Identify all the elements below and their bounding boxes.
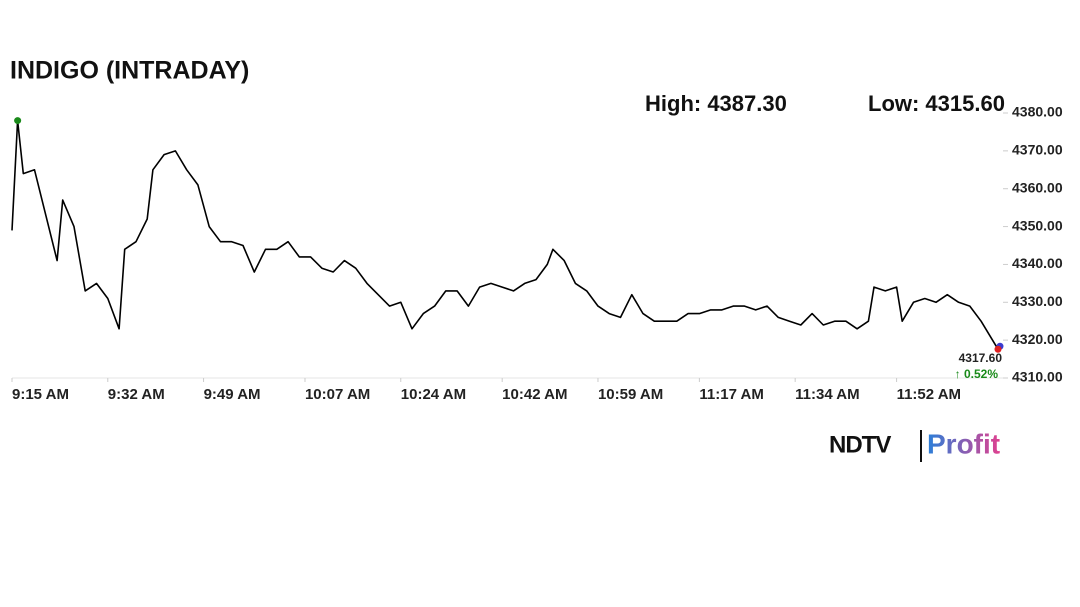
x-tick-label: 10:42 AM [502, 386, 567, 403]
y-tick-label: 4310.00 [1012, 369, 1063, 385]
y-tick-label: 4360.00 [1012, 179, 1063, 195]
high-label: High: 4387.30 [645, 91, 787, 116]
x-tick-label: 9:15 AM [12, 386, 69, 403]
change-label: ↑ 0.52% [955, 367, 999, 381]
y-tick-label: 4370.00 [1012, 142, 1063, 158]
x-tick-label: 9:49 AM [204, 386, 261, 403]
low-label: Low: 4315.60 [868, 91, 1005, 116]
chart-title: INDIGO (INTRADAY) [10, 57, 249, 85]
brand-name: NDTV [829, 431, 891, 458]
start-marker [14, 117, 22, 125]
x-tick-label: 11:34 AM [795, 386, 859, 403]
x-tick-label: 10:24 AM [401, 386, 466, 403]
end-value-label: 4317.60 [959, 351, 1003, 365]
x-tick-label: 10:59 AM [598, 386, 663, 403]
end-marker [994, 345, 1002, 353]
brand-product: Profit [927, 428, 1000, 459]
x-tick-label: 9:32 AM [108, 386, 165, 403]
y-tick-label: 4330.00 [1012, 293, 1063, 309]
y-tick-label: 4340.00 [1012, 255, 1063, 271]
x-tick-label: 10:07 AM [305, 386, 370, 403]
y-tick-label: 4320.00 [1012, 331, 1063, 347]
y-tick-label: 4350.00 [1012, 217, 1063, 233]
price-line [11, 119, 999, 350]
y-tick-label: 4380.00 [1012, 104, 1063, 120]
x-tick-label: 11:17 AM [699, 386, 763, 403]
x-tick-label: 11:52 AM [897, 386, 961, 403]
